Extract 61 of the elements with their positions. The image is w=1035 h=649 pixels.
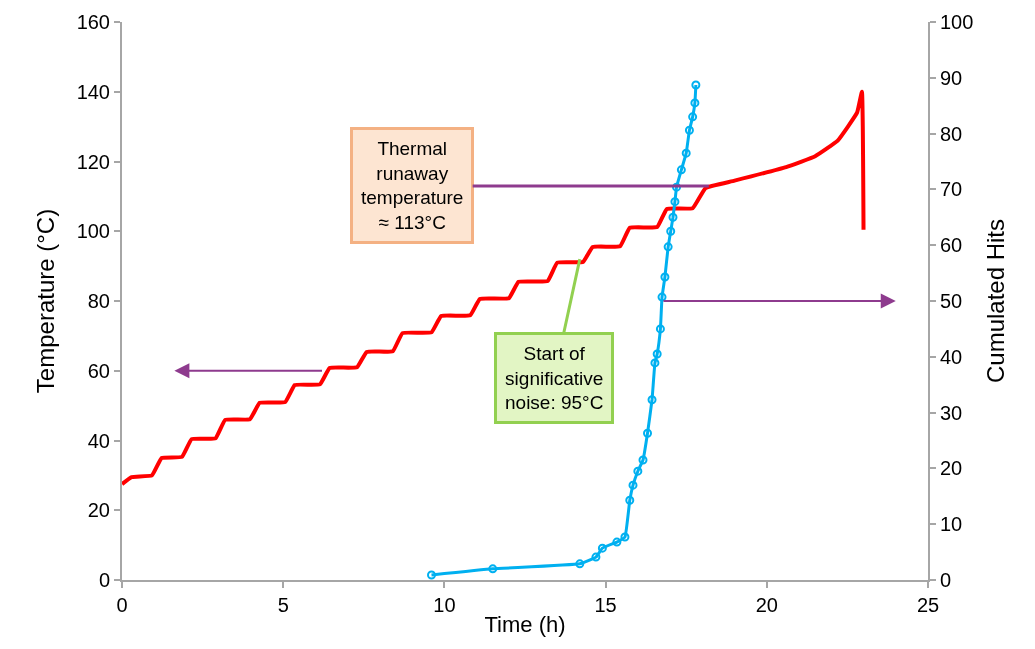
y-axis-title: Temperature (°C)	[32, 208, 60, 394]
point	[663, 242, 673, 252]
y2-tick-label: 50	[940, 290, 963, 312]
y2-tick-label: 100	[940, 11, 974, 33]
y2-tick-label: 40	[940, 345, 963, 368]
point	[652, 349, 662, 359]
point	[633, 466, 643, 476]
point	[668, 212, 678, 222]
point	[625, 495, 635, 505]
point	[647, 395, 657, 405]
point	[427, 570, 436, 580]
y2-tick-label: 90	[940, 66, 963, 89]
y2-tick-label: 10	[940, 513, 963, 536]
x-tick-label: 10	[433, 594, 456, 616]
point	[672, 182, 682, 192]
annotation: Thermal runaway temperature ≈ 113°C	[361, 138, 464, 234]
y-tick-label: 40	[87, 429, 110, 452]
point	[591, 552, 601, 562]
point	[643, 428, 653, 438]
x-tick-label: 15	[594, 594, 617, 616]
point	[628, 480, 638, 490]
point	[666, 226, 676, 236]
point	[676, 165, 686, 175]
y-tick-label: 160	[76, 11, 110, 33]
point	[655, 324, 665, 334]
x-tick-label: 20	[755, 594, 778, 616]
point	[660, 272, 670, 282]
point	[681, 148, 691, 158]
point	[638, 455, 648, 465]
y-tick-label: 100	[76, 220, 110, 243]
y-tick-label: 20	[87, 499, 110, 522]
point	[688, 112, 698, 122]
point	[670, 197, 680, 207]
y2-axis-title: Cumulated Hits	[982, 218, 1010, 384]
y-tick-label: 60	[87, 359, 110, 382]
y-tick-label: 140	[76, 80, 110, 103]
x-tick-label: 0	[116, 594, 128, 616]
point	[597, 543, 607, 553]
y2-tick-label: 80	[940, 122, 963, 145]
point	[684, 125, 694, 135]
y2-tick-label: 60	[940, 234, 963, 257]
x-axis-title: Time (h)	[484, 612, 566, 638]
point	[691, 80, 701, 90]
y-tick-label: 80	[87, 290, 110, 312]
point	[657, 292, 667, 302]
y-tick-label: 0	[98, 569, 110, 591]
y-tick-label: 120	[76, 150, 110, 173]
y2-tick-label: 0	[940, 569, 952, 591]
y2-tick-label: 20	[940, 457, 963, 480]
y2-tick-label: 30	[940, 401, 963, 424]
x-tick-label: 25	[916, 594, 940, 616]
x-tick-label: 5	[277, 594, 289, 616]
point	[690, 98, 700, 108]
y2-tick-label: 70	[940, 178, 963, 201]
point	[575, 559, 585, 569]
point	[650, 358, 660, 368]
line-series	[122, 89, 866, 487]
point	[612, 537, 622, 547]
point	[620, 532, 630, 542]
point	[488, 564, 498, 574]
annotation: Start of significative noise: 95°C	[505, 343, 604, 414]
